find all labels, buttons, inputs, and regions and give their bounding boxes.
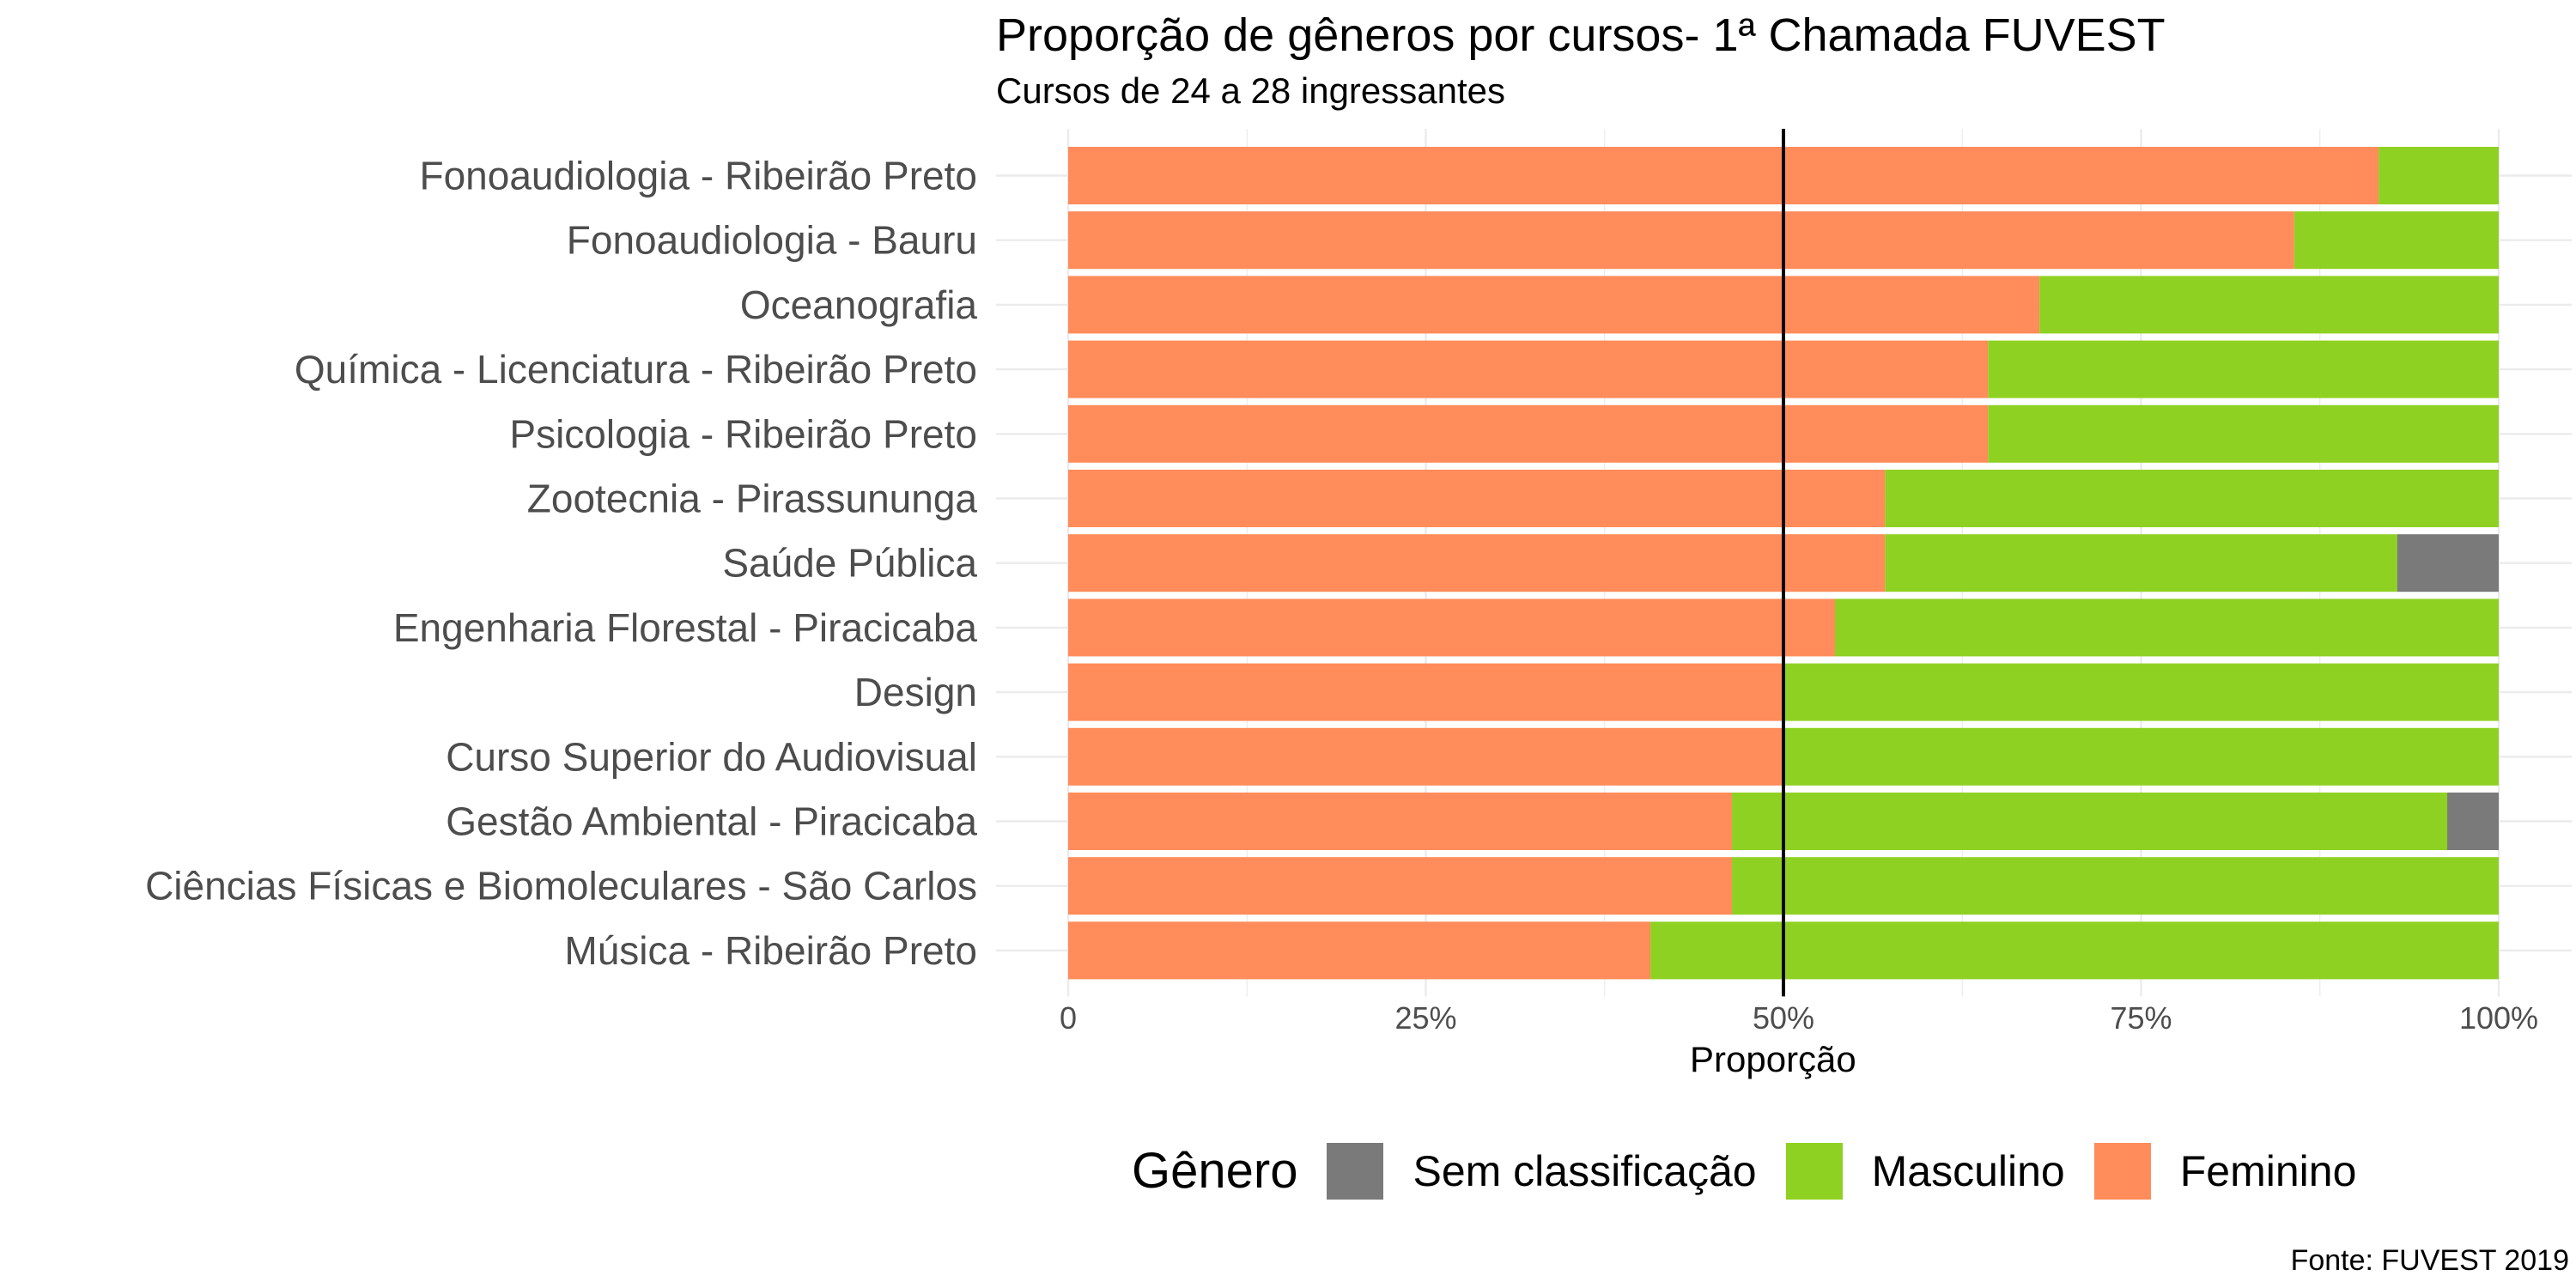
legend-title: Gênero [1132, 1143, 1298, 1199]
category-label: Ciências Físicas e Biomoleculares - São … [145, 864, 977, 908]
bar-segment [1732, 857, 2499, 915]
legend-item-sem-classificacao: Sem classificação [1327, 1142, 1757, 1200]
category-label: Psicologia - Ribeirão Preto [509, 411, 977, 456]
bar-segment [2447, 793, 2499, 850]
bar-segment [1988, 404, 2499, 463]
bar-segment [1068, 921, 1651, 980]
bar-segment [1068, 340, 1989, 398]
x-tick-label: 50% [1753, 1000, 1814, 1036]
bar-segment [1068, 404, 1989, 463]
category-label: Saúde Pública [722, 541, 977, 586]
x-tick-label: 0 [1060, 1000, 1077, 1036]
bar-segment [1068, 470, 1886, 527]
bar-segment [1885, 470, 2499, 527]
legend-label: Feminino [2179, 1146, 2357, 1195]
bar-segment [1068, 276, 2040, 334]
bar-segment [1783, 663, 2499, 721]
bar-segment [1783, 727, 2499, 786]
legend: Gênero Sem classificação Masculino Femin… [1132, 1142, 2385, 1200]
bar-segment [2379, 147, 2499, 204]
category-label: Zootecnia - Pirassununga [527, 477, 978, 521]
bar-segment [1068, 211, 2294, 270]
x-tick-label: 75% [2110, 1000, 2172, 1036]
x-axis-label: Proporção [1690, 1039, 1856, 1079]
legend-label: Masculino [1871, 1146, 2065, 1195]
x-tick-label: 100% [2459, 1000, 2538, 1036]
legend-label: Sem classificação [1413, 1146, 1757, 1195]
bar-segment [1885, 534, 2397, 592]
bar-segment [1068, 793, 1733, 850]
bar-segment [2293, 211, 2499, 270]
bar-segment [1068, 857, 1733, 915]
legend-item-masculino: Masculino [1785, 1142, 2065, 1200]
bar-segment [1650, 921, 2499, 980]
legend-swatch [2093, 1142, 2151, 1200]
bar-segment [1068, 727, 1783, 786]
category-label: Música - Ribeirão Preto [564, 928, 977, 973]
bar-segment [1068, 534, 1886, 592]
bar-segment [2039, 276, 2499, 334]
legend-swatch [1785, 1142, 1843, 1200]
category-label: Fonoaudiologia - Bauru [567, 218, 977, 263]
bar-segment [1834, 598, 2499, 657]
chart-caption: Fonte: FUVEST 2019 [2290, 1244, 2569, 1277]
category-label: Design [854, 670, 977, 714]
legend-item-feminino: Feminino [2093, 1142, 2357, 1200]
category-label: Fonoaudiologia - Ribeirão Preto [419, 154, 977, 198]
bar-segment [2397, 534, 2499, 592]
bar-segment [1068, 598, 1835, 657]
category-label: Engenharia Florestal - Piracicaba [393, 605, 978, 650]
bar-segment [1988, 340, 2499, 398]
bar-segment [1068, 147, 2379, 204]
bar-segment [1732, 793, 2448, 850]
category-label: Gestão Ambiental - Piracicaba [446, 799, 977, 844]
category-label: Curso Superior do Audiovisual [446, 734, 977, 779]
category-label: Oceanografia [740, 283, 978, 327]
chart-subtitle: Cursos de 24 a 28 ingressantes [996, 70, 1506, 111]
legend-swatch [1327, 1142, 1384, 1200]
x-tick-label: 25% [1394, 1000, 1456, 1036]
bar-segment [1068, 663, 1783, 721]
category-label: Química - Licenciatura - Ribeirão Preto [295, 347, 977, 392]
chart-title: Proporção de gêneros por cursos- 1ª Cham… [996, 9, 2166, 61]
